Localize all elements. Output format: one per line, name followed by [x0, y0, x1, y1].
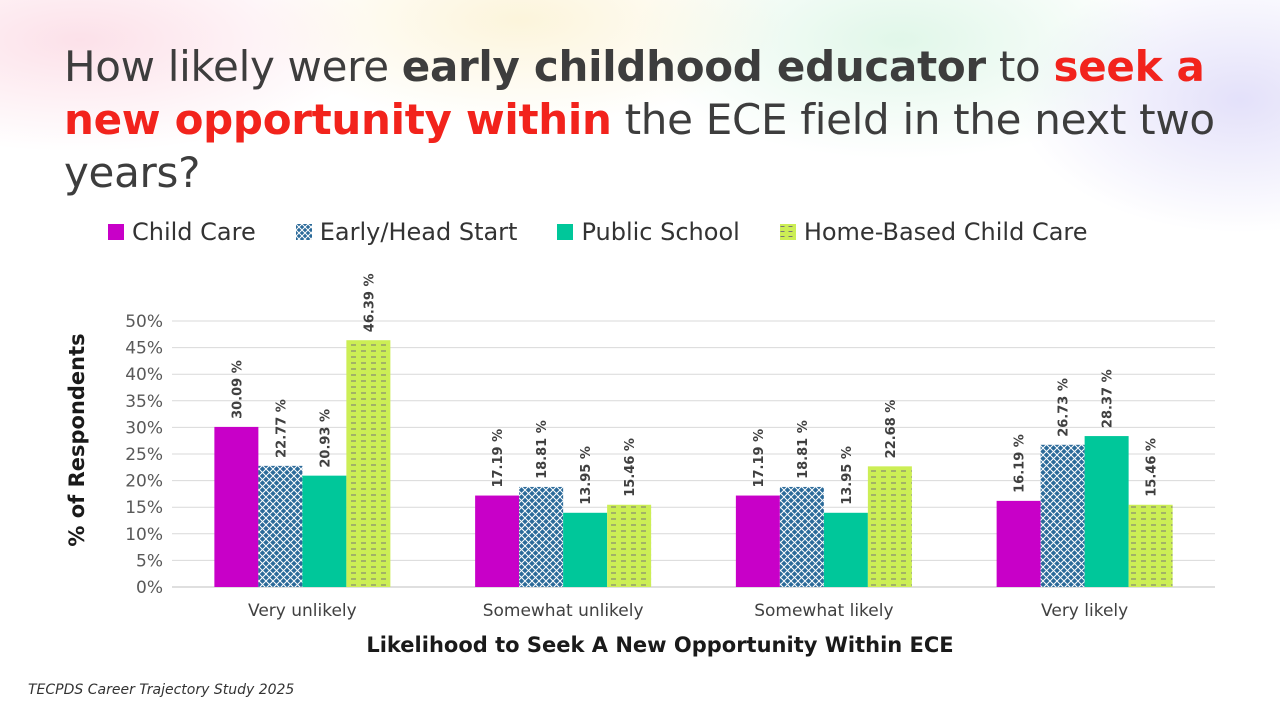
x-tick-label: Somewhat likely [754, 601, 893, 621]
data-label: 26.73 % [1057, 378, 1072, 437]
chart-legend: Child Care Early/Head Start Public Schoo… [108, 216, 1088, 248]
y-tick-label: 40% [125, 365, 163, 385]
data-label: 20.93 % [318, 409, 333, 468]
data-label: 13.95 % [579, 446, 594, 505]
legend-label-child-care: Child Care [132, 218, 256, 246]
bar [302, 475, 347, 587]
x-tick-label: Very unlikely [248, 601, 357, 621]
legend-swatch-public-school [557, 224, 574, 240]
data-label: 16.19 % [1013, 434, 1028, 493]
title-highlight: seek a new opportunity within [64, 42, 1205, 144]
data-label: 13.95 % [840, 446, 855, 505]
bar [346, 340, 391, 587]
bar-series [214, 340, 1173, 587]
y-tick-label: 5% [136, 551, 163, 571]
bar [1040, 444, 1085, 587]
data-label: 17.19 % [752, 429, 767, 488]
bar [475, 495, 520, 587]
title-part-1: How likely were [64, 42, 402, 91]
y-tick-label: 45% [125, 339, 163, 359]
data-label: 17.19 % [491, 429, 506, 488]
data-label: 18.81 % [796, 420, 811, 479]
x-axis-ticks: Very unlikely Somewhat unlikely Somewhat l… [248, 601, 1128, 621]
bar [607, 504, 652, 587]
bar [823, 512, 868, 587]
y-axis-title: % of Respondents [65, 333, 89, 546]
bar [1128, 504, 1173, 587]
legend-swatch-early-head-start [295, 224, 312, 240]
legend-label-home-based-child-care: Home-Based Child Care [803, 218, 1088, 246]
slide-title: How likely were early childhood educator… [64, 40, 1254, 199]
legend-label-public-school: Public School [581, 218, 740, 246]
legend-item-public-school: Public School [557, 218, 740, 246]
x-tick-label: Somewhat unlikely [483, 601, 644, 621]
legend-swatch-child-care [108, 224, 124, 240]
data-label: 28.37 % [1101, 369, 1116, 428]
background-gradient [0, 0, 1280, 260]
legend-swatch-home-based-child-care [779, 224, 796, 240]
y-tick-label: 35% [125, 392, 163, 412]
data-labels: 30.09 % 22.77 % 20.93 % 46.39 % 17.19 % 18.81… [230, 274, 1159, 505]
bar [735, 495, 780, 587]
title-emphasis: early childhood educator [401, 42, 986, 91]
bar [563, 512, 608, 587]
data-label: 30.09 % [230, 360, 245, 419]
y-tick-label: 15% [125, 498, 163, 518]
source-footer: TECPDS Career Trajectory Study 2025 [28, 682, 295, 698]
x-axis-title: Likelihood to Seek A New Opportunity Wit… [366, 633, 953, 657]
y-tick-label: 25% [125, 445, 163, 465]
bar [258, 465, 303, 587]
y-tick-label: 50% [125, 312, 163, 332]
data-label: 18.81 % [535, 420, 550, 479]
y-tick-label: 30% [125, 418, 163, 438]
bar [1084, 436, 1129, 587]
title-part-5: the ECE field in the next two years? [64, 95, 1215, 197]
y-tick-label: 10% [125, 525, 163, 545]
bar [779, 486, 824, 587]
data-label: 22.68 % [884, 400, 899, 459]
x-tick-label: Very likely [1041, 601, 1128, 621]
title-part-3: to [985, 42, 1054, 91]
data-label: 15.46 % [1145, 438, 1160, 497]
data-label: 46.39 % [362, 274, 377, 333]
legend-item-home-based-child-care: Home-Based Child Care [779, 218, 1088, 246]
data-label: 22.77 % [274, 399, 289, 458]
bar [214, 426, 259, 587]
y-tick-label: 0% [136, 578, 163, 598]
data-label: 15.46 % [623, 438, 638, 497]
bar [996, 500, 1041, 587]
y-axis-ticks: 0% 5% 10% 15% 20% 25% 30% 35% 40% 45% 50% [125, 312, 163, 598]
bar [519, 486, 564, 587]
legend-label-early-head-start: Early/Head Start [319, 218, 518, 246]
bar [867, 466, 912, 587]
y-tick-label: 20% [125, 472, 163, 492]
legend-item-child-care: Child Care [108, 218, 256, 246]
legend-item-early-head-start: Early/Head Start [295, 218, 518, 246]
